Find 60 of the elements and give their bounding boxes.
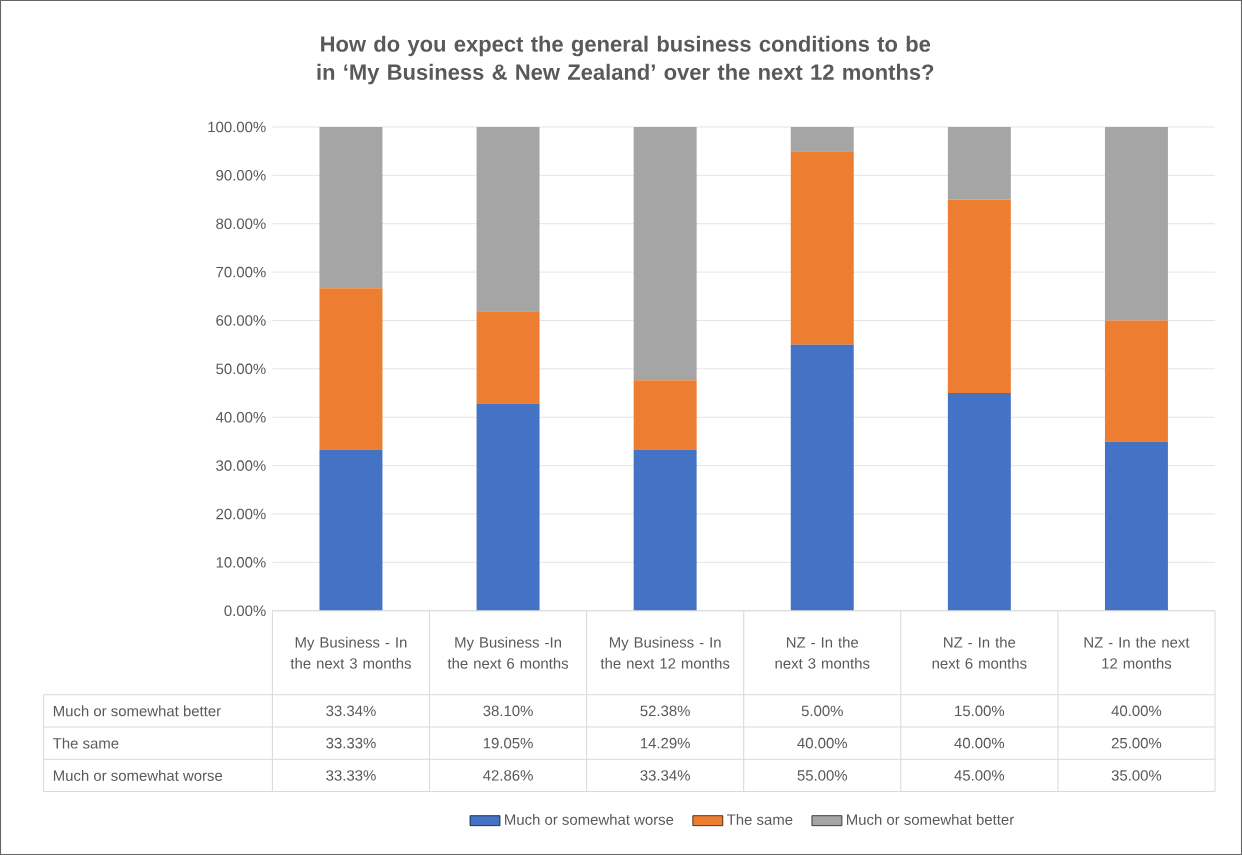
bar xyxy=(1104,441,1168,611)
legend-label: Much or somewhat better xyxy=(846,813,1014,825)
data-label: 33.34% xyxy=(326,705,376,717)
legend-label: The same xyxy=(727,813,793,825)
legend-label: Much or somewhat worse xyxy=(505,813,674,825)
data-label: 40.00% xyxy=(797,737,848,749)
x-tick-label: My Business - In the next 3 months xyxy=(290,636,411,669)
data-label: 42.86% xyxy=(483,770,533,781)
y-tick-label: 30.00% xyxy=(216,460,266,471)
bar xyxy=(633,126,697,381)
data-label: 45.00% xyxy=(954,770,1005,781)
data-label: 19.05% xyxy=(483,737,533,749)
bar xyxy=(790,151,854,345)
data-label: 33.33% xyxy=(326,770,376,781)
bar xyxy=(947,199,1011,393)
text: The same xyxy=(53,737,119,749)
y-tick-label: 50.00% xyxy=(216,363,266,375)
x-tick-label: NZ - In the next 12 months xyxy=(1084,636,1190,669)
bar xyxy=(790,344,854,611)
x-tick-label: My Business - In the next 12 months xyxy=(600,636,730,669)
data-label: 14.29% xyxy=(640,737,690,749)
bar xyxy=(476,126,540,312)
data-label: 15.00% xyxy=(955,705,1005,717)
x-tick-label: NZ - In the next 6 months xyxy=(932,636,1027,669)
x-tick-label: NZ - In the next 3 months xyxy=(775,636,870,669)
bar xyxy=(947,392,1011,611)
y-tick-label: 0.00% xyxy=(224,605,266,616)
data-label: 38.10% xyxy=(483,705,533,717)
bar xyxy=(947,126,1011,200)
y-tick-label: 100.00% xyxy=(208,121,266,133)
data-label: 40.00% xyxy=(954,737,1005,749)
bar xyxy=(319,449,383,611)
text: Much or somewhat better xyxy=(53,705,221,717)
bar xyxy=(1104,126,1168,321)
bar xyxy=(319,288,383,450)
bar xyxy=(633,380,697,450)
data-label: 52.38% xyxy=(640,705,690,717)
x-tick-label: My Business -In the next 6 months xyxy=(447,636,569,669)
bar xyxy=(633,449,697,611)
y-tick-label: 60.00% xyxy=(216,315,266,326)
chart-title: How do you expect the general business conditions to be in ‘My Business & New Zealand’ over the next 12 months? xyxy=(317,35,934,85)
y-tick-label: 20.00% xyxy=(216,508,266,520)
bar xyxy=(319,126,383,289)
data-label: 5.00% xyxy=(801,705,843,717)
data-label: 55.00% xyxy=(797,770,848,781)
y-tick-label: 10.00% xyxy=(216,557,266,568)
data-label: 25.00% xyxy=(1111,737,1162,749)
bar xyxy=(790,126,854,152)
data-label: 33.34% xyxy=(640,770,690,781)
text: Much or somewhat worse xyxy=(53,769,223,781)
y-tick-label: 80.00% xyxy=(216,218,266,229)
y-tick-label: 90.00% xyxy=(216,169,266,181)
bar xyxy=(476,311,540,404)
bar xyxy=(476,403,540,611)
data-label: 35.00% xyxy=(1111,770,1162,781)
y-tick-label: 40.00% xyxy=(215,411,266,423)
y-tick-label: 70.00% xyxy=(216,266,266,278)
bar xyxy=(1104,320,1168,442)
data-label: 40.00% xyxy=(1111,705,1162,717)
data-label: 33.33% xyxy=(326,737,376,749)
